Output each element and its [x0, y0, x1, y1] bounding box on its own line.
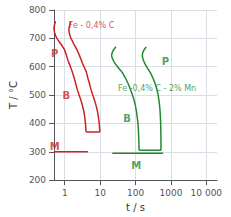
svg-text:T / °C: T / °C — [8, 81, 19, 110]
svg-text:B: B — [123, 113, 131, 124]
svg-text:100: 100 — [127, 188, 144, 198]
svg-text:t / s: t / s — [126, 202, 145, 213]
svg-text:1000: 1000 — [159, 188, 182, 198]
svg-text:500: 500 — [29, 90, 46, 100]
svg-text:200: 200 — [29, 175, 46, 185]
svg-text:300: 300 — [29, 147, 46, 157]
svg-text:Fe - 0,4% C: Fe - 0,4% C — [69, 21, 115, 30]
svg-text:600: 600 — [29, 62, 46, 72]
svg-text:P: P — [51, 48, 58, 59]
svg-text:10 000: 10 000 — [191, 188, 223, 198]
svg-text:M: M — [131, 160, 141, 171]
svg-text:10: 10 — [94, 188, 106, 198]
svg-text:800: 800 — [29, 5, 46, 15]
svg-text:700: 700 — [29, 33, 46, 43]
svg-text:1: 1 — [62, 188, 68, 198]
svg-text:Fe -0,4% C - 2% Mn: Fe -0,4% C - 2% Mn — [118, 84, 196, 93]
svg-text:P: P — [162, 56, 169, 67]
svg-text:400: 400 — [29, 118, 46, 128]
svg-text:B: B — [62, 90, 70, 101]
svg-text:M: M — [50, 141, 60, 152]
